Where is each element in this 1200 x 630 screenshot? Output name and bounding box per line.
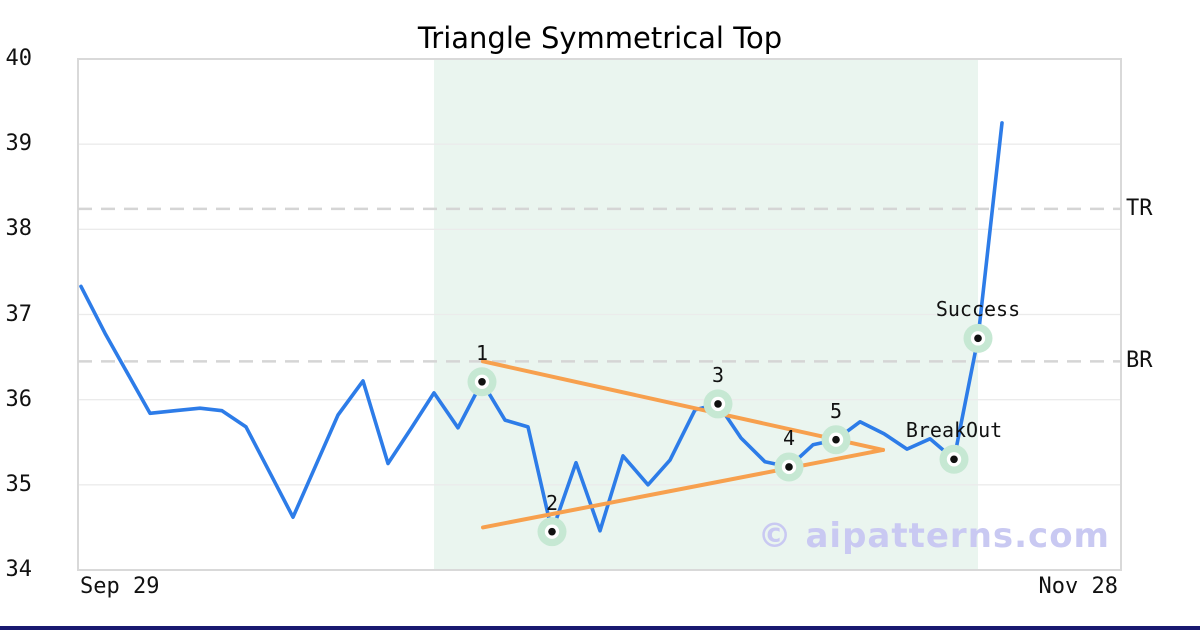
bottom-accent-bar — [0, 626, 1200, 630]
pattern-label-5: 5 — [829, 398, 843, 423]
marker-dot — [950, 455, 958, 464]
y-axis-tick-label: 37 — [5, 301, 33, 327]
x-axis-tick-end: Nov 28 — [1038, 574, 1118, 599]
guide-label-br: BR — [1126, 348, 1153, 374]
watermark: © aipatterns.com — [757, 516, 1110, 556]
pattern-label-2: 2 — [545, 490, 559, 515]
y-axis-tick-label: 38 — [5, 216, 33, 242]
marker-dot — [714, 400, 722, 408]
y-axis-tick-label: 35 — [5, 471, 33, 497]
marker-dot — [785, 463, 793, 471]
plot-border — [77, 58, 1122, 571]
y-axis-tick-label: 40 — [5, 46, 33, 71]
marker-dot — [832, 435, 840, 444]
marker-dot — [548, 527, 556, 536]
pattern-label-success: Success — [935, 297, 1021, 322]
pattern-label-3: 3 — [711, 362, 725, 387]
pattern-label-1: 1 — [475, 340, 489, 365]
upper-trendline — [481, 359, 885, 452]
x-axis-tick-start: Sep 29 — [80, 574, 160, 599]
marker-dot — [478, 377, 486, 386]
lower-trendline — [481, 447, 885, 530]
pattern-label-4: 4 — [782, 425, 796, 450]
guide-label-tr: TR — [1126, 195, 1153, 221]
y-axis-tick-label: 39 — [5, 131, 33, 157]
y-axis-tick-label: 34 — [5, 557, 33, 582]
pattern-label-breakout: BreakOut — [905, 418, 1003, 443]
y-axis-tick-label: 36 — [5, 386, 33, 412]
marker-dot — [974, 334, 982, 343]
chart-title: Triangle Symmetrical Top — [417, 21, 783, 55]
